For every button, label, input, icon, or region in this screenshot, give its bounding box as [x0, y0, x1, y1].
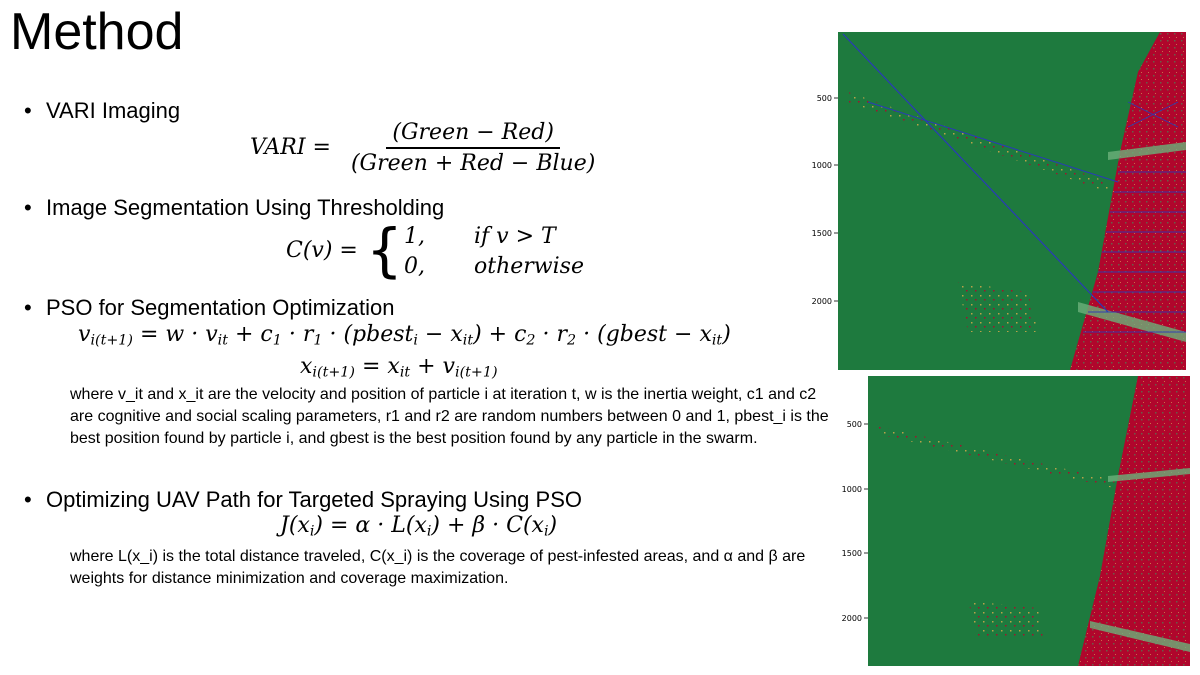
bullet-text: Optimizing UAV Path for Targeted Sprayin… [46, 487, 582, 512]
vari-fraction: (Green − Red) (Green + Red − Blue) [345, 120, 601, 176]
case1-condition: if v > T [474, 224, 556, 249]
case2-condition: otherwise [474, 254, 584, 279]
bullet-pso: PSO for Segmentation Optimization [24, 295, 395, 321]
left-brace: { [366, 216, 403, 284]
uav-path-diagonal [842, 33, 1109, 313]
case2-value: 0, [404, 254, 425, 279]
bullet-text: VARI Imaging [46, 98, 181, 123]
vari-equation: VARI = (Green − Red) (Green + Red − Blue… [250, 120, 601, 176]
tick-label: 1500 [812, 229, 832, 238]
bullet-text: PSO for Segmentation Optimization [46, 295, 395, 320]
vari-numerator: (Green − Red) [386, 120, 560, 149]
vari-denominator: (Green + Red − Blue) [350, 151, 596, 176]
bullet-thresholding: Image Segmentation Using Thresholding [24, 195, 444, 221]
bullet-uav: Optimizing UAV Path for Targeted Sprayin… [24, 487, 582, 513]
segmentation-map: 500 1000 1500 2000 [838, 376, 1190, 668]
position-equation: xi(t+1) = xit + vi(t+1) [300, 354, 498, 381]
vari-lhs: VARI [250, 135, 306, 160]
bottom-y-ticks: 500 1000 1500 2000 [842, 420, 868, 623]
velocity-equation: vi(t+1) = w · vit + c1 · r1 · (pbesti − … [78, 322, 731, 349]
bullet-vari: VARI Imaging [24, 98, 180, 124]
tick-label: 500 [847, 420, 862, 429]
tick-label: 1000 [812, 161, 832, 170]
top-y-ticks: 500 1000 1500 2000 [812, 94, 838, 306]
cost-equation: J(xi) = α · L(xi) + β · C(xi) [280, 513, 558, 540]
uav-note: where L(x_i) is the total distance trave… [70, 548, 806, 587]
case1-value: 1, [404, 224, 425, 249]
threshold-lhs: C(v) = [286, 238, 358, 263]
uav-path-sweeps [1083, 101, 1186, 333]
tick-label: 2000 [812, 297, 832, 306]
tick-label: 500 [817, 94, 832, 103]
tick-label: 2000 [842, 614, 862, 623]
pso-note: where v_it and x_it are the velocity and… [70, 386, 829, 447]
segmentation-map-with-path: 500 1000 1500 2000 [808, 32, 1186, 372]
tick-label: 1000 [842, 485, 862, 494]
bullet-text: Image Segmentation Using Thresholding [46, 195, 445, 220]
tick-label: 1500 [842, 549, 862, 558]
page-title: Method [10, 3, 184, 61]
